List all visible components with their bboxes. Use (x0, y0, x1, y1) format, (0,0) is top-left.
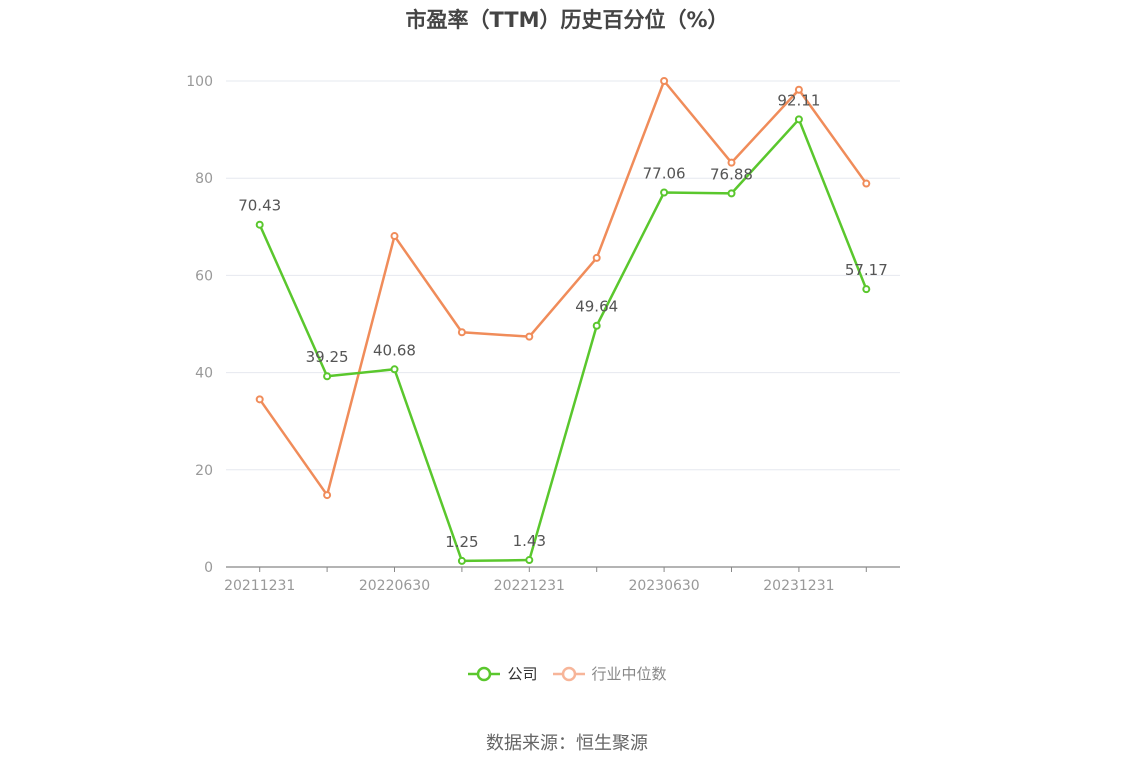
grid-layer (226, 80, 900, 471)
data-point-company (525, 556, 534, 565)
y-tick-label: 20 (195, 463, 213, 479)
legend-marker-industry (552, 666, 585, 682)
axis-layer: 0 20 40 60 80 100 20211231 20220630 20221231 2023… (186, 74, 900, 594)
legend-label-company: 公司 (507, 665, 538, 683)
data-label: 92.11 (777, 91, 820, 109)
x-tick-label: 20221231 (494, 578, 565, 594)
data-point-company (390, 365, 399, 374)
data-point-company (323, 372, 332, 381)
data-point-industry (525, 332, 534, 341)
chart-title: 市盈率（TTM）历史百分位（%） (405, 8, 729, 32)
data-point-company (255, 220, 264, 229)
data-label: 39.25 (306, 348, 349, 366)
x-tick-label: 20211231 (224, 578, 295, 594)
data-label: 77.06 (643, 164, 686, 182)
legend-item-industry[interactable]: 行业中位数 (552, 664, 667, 684)
data-point-company (660, 188, 669, 197)
y-tick-label: 80 (195, 171, 213, 187)
data-point-industry (660, 77, 669, 85)
data-point-industry (794, 85, 803, 94)
data-label: 49.64 (575, 298, 618, 316)
data-point-company (862, 285, 871, 294)
y-tick-label: 40 (195, 366, 213, 382)
series-layer (255, 77, 871, 565)
data-label: 70.43 (238, 197, 281, 215)
y-tick-label: 0 (204, 560, 213, 576)
y-tick-label: 100 (186, 74, 213, 90)
data-point-industry (727, 158, 736, 167)
data-label: 1.25 (445, 533, 478, 551)
series-line-industry (258, 79, 868, 497)
series-line-company (258, 118, 868, 563)
x-tick-label: 20231231 (763, 578, 834, 594)
data-point-company (794, 115, 803, 124)
y-tick-label: 60 (195, 268, 213, 284)
legend-item-company[interactable]: 公司 (467, 664, 538, 684)
data-label: 76.88 (710, 165, 753, 183)
legend-marker-company (468, 666, 501, 682)
data-point-company (592, 321, 601, 330)
x-tick-label: 20230630 (628, 578, 699, 594)
data-point-industry (457, 328, 466, 337)
data-point-industry (323, 491, 332, 500)
data-point-company (727, 189, 736, 198)
data-point-industry (390, 232, 399, 241)
data-label: 40.68 (373, 341, 416, 359)
data-label: 1.43 (513, 532, 546, 550)
legend: 公司 行业中位数 (0, 664, 1134, 684)
legend-label-industry: 行业中位数 (591, 665, 667, 683)
x-tick-label: 20220630 (359, 578, 430, 594)
source-note: 数据来源：恒生聚源 (486, 733, 648, 754)
data-label-layer: 70.43 39.25 40.68 1.25 1.43 49.64 77.06 76.88 92… (238, 91, 888, 551)
data-point-industry (592, 253, 601, 262)
data-point-industry (255, 395, 264, 404)
data-point-company (457, 556, 466, 565)
data-label: 57.17 (845, 261, 888, 279)
data-point-industry (862, 179, 871, 188)
